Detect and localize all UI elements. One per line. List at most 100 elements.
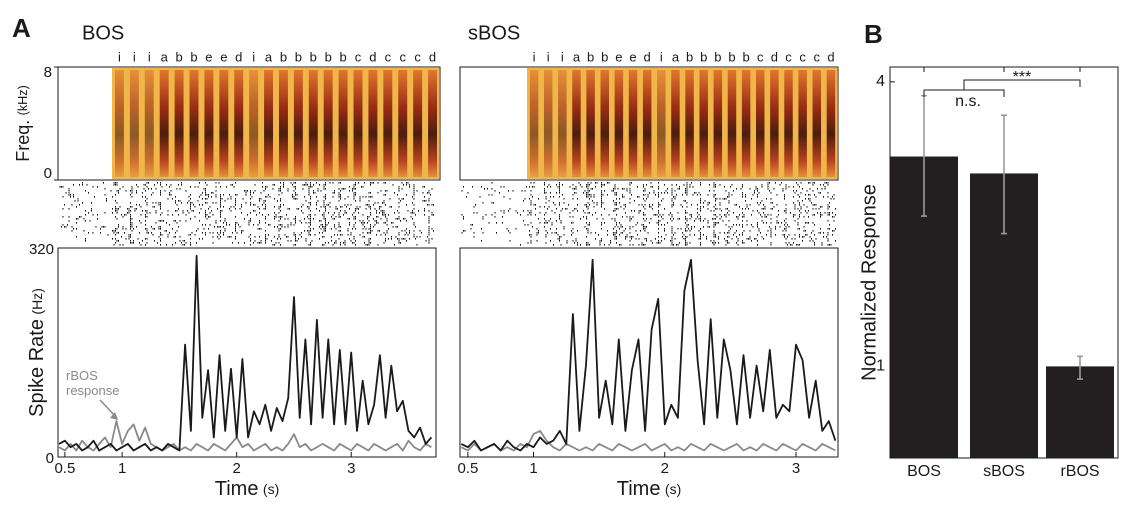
syllable-label: b [601,49,608,64]
syllable-spectrum [713,70,723,177]
axis-label-unit: (kHz) [16,85,30,115]
syllable-spectrum [368,70,378,177]
syllable-label: c [355,49,362,64]
x-tick-label: 3 [792,460,800,477]
syllable-label: d [644,49,651,64]
syllable-label: d [369,49,376,64]
x-tick-label: 3 [347,460,355,477]
panel-label: B [864,19,883,49]
syllable-label: b [714,49,721,64]
syllable-label: e [615,49,622,64]
axis-label-text: Spike Rate [26,319,48,417]
syllable-label: b [742,49,749,64]
syllable-spectrum [234,70,244,177]
syllable-label: c [399,49,406,64]
syllable-label: i [148,49,151,64]
syllable-label: d [429,49,436,64]
syllable-label: c [785,49,792,64]
syllable-spectrum [129,70,139,177]
syllable-label: i [252,49,255,64]
syllable-spectrum [338,70,348,177]
syllable-label: c [814,49,821,64]
syllable-spectrum [249,70,259,177]
panel-title: sBOS [468,22,520,44]
syllable-spectrum [586,70,595,177]
syllable-label: b [295,49,302,64]
syllable-spectrum [741,70,751,177]
y-tick-label: 8 [44,64,52,81]
x-tick-label: 0.5 [54,460,75,477]
syllable-label: b [325,49,332,64]
panel-title: BOS [82,22,124,44]
axis-label: Time (s) [617,478,681,500]
rate-line [460,430,836,452]
syllable-label: c [385,49,392,64]
plot-frame [459,247,839,458]
y-tick-label: 320 [29,241,54,258]
syllable-spectrum [323,70,333,177]
syllable-label: b [700,49,707,64]
rate-line [58,254,433,452]
x-tick-label: 1 [529,460,537,477]
axis-label-text: Freq. [13,120,33,162]
syllable-spectrum [727,70,737,177]
syllable-label: i [547,49,550,64]
syllable-label: e [205,49,212,64]
syllable-spectrum [293,70,303,177]
plot-frame [57,247,437,458]
syllable-spectrum [572,70,581,177]
syllable-label: b [686,49,693,64]
syllable-spectrum [685,70,694,177]
syllable-label: c [414,49,421,64]
annotation: rBOS response [66,368,120,398]
syllable-label: a [161,49,169,64]
x-tick-label: BOS [907,463,941,480]
syllable-spectrum [657,70,666,177]
x-tick-label: 2 [661,460,669,477]
syllable-spectrum [671,70,680,177]
syllable-label: d [827,49,834,64]
syllable-label: b [280,49,287,64]
syllable-spectrum [699,70,708,177]
syllable-spectrum [756,70,765,177]
syllable-spectrum [642,70,652,177]
x-tick-label: rBOS [1060,463,1099,480]
syllable-spectrum [614,70,624,177]
y-tick-label: 1 [876,358,885,375]
syllable-spectrum [174,70,184,177]
y-tick-label: 0 [44,165,52,182]
axis-label-unit: (s) [263,481,279,497]
syllable-label: e [629,49,636,64]
syllable-label: i [533,49,536,64]
axis-label-text: Time [617,478,661,500]
x-tick-label: 1 [118,460,126,477]
syllable-spectrum [398,70,408,177]
syllable-spectrum [383,70,393,177]
syllable-spectrum [189,70,199,177]
syllable-label: e [220,49,227,64]
error-bar [1001,114,1007,235]
syllable-label: a [265,49,273,64]
syllable-spectrum [428,70,438,177]
syllable-label: i [660,49,663,64]
axis-label-unit: (s) [665,481,681,497]
significance-label: n.s. [955,93,981,110]
syllable-spectrum [413,70,423,177]
syllable-label: c [799,49,806,64]
y-tick-label: 0 [46,450,54,467]
axis-label: Time (s) [215,478,279,500]
syllable-spectrum [144,70,154,177]
y-axis-label: Normalized Response [858,184,880,381]
axis-label: Spike Rate (Hz) [26,288,48,417]
syllable-label: b [587,49,594,64]
x-tick-label: 2 [233,460,241,477]
syllable-spectrum [114,70,124,177]
syllable-label: a [672,49,680,64]
syllable-spectrum [543,70,553,177]
syllable-spectrum [219,70,229,177]
syllable-spectrum [826,70,836,177]
syllable-label: b [190,49,197,64]
bar [1046,366,1114,458]
